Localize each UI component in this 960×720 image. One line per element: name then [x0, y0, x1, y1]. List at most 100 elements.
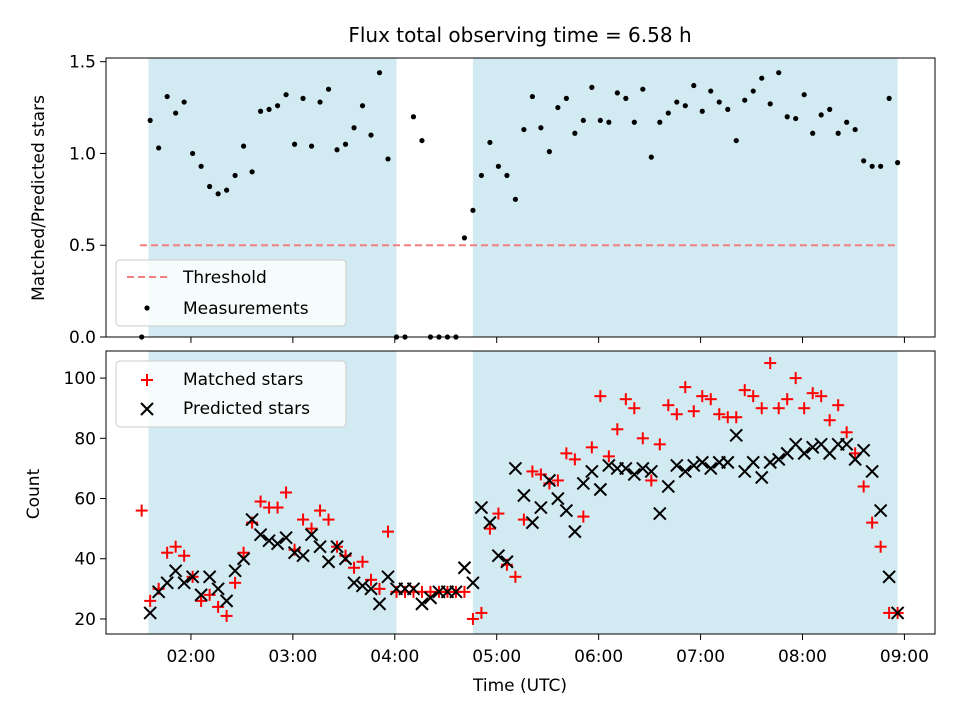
predicted-star-point	[194, 588, 208, 602]
y-tick-label: 1.0	[69, 144, 96, 164]
matched-star-point	[381, 525, 394, 538]
predicted-star-point	[755, 470, 769, 485]
matched-star-point	[271, 501, 284, 514]
measurement-point	[385, 156, 391, 162]
matched-star-point	[509, 570, 522, 583]
predicted-star-mark	[279, 530, 293, 545]
matched-star-point	[373, 582, 386, 595]
matched-star-point	[322, 513, 335, 526]
measurement-point	[886, 95, 892, 101]
measurement-point	[283, 92, 289, 98]
matched-star-point	[212, 600, 225, 613]
predicted-star-mark	[627, 467, 642, 482]
predicted-star-mark	[644, 464, 659, 479]
predicted-star-mark	[636, 461, 650, 476]
predicted-star-point	[287, 546, 302, 560]
measurement-point	[317, 99, 323, 105]
measurement-point	[589, 84, 595, 90]
predicted-star-mark	[593, 482, 608, 497]
measurement-point	[147, 117, 153, 124]
predicted-star-mark	[585, 464, 599, 479]
matched-star-point	[161, 546, 174, 559]
predicted-star-point	[763, 455, 777, 470]
predicted-star-point	[321, 555, 336, 569]
predicted-star-point	[559, 503, 574, 518]
measurement-point	[351, 125, 357, 131]
matched-star-point	[169, 540, 182, 553]
measurement-point	[810, 130, 816, 136]
matched-star-point	[594, 390, 607, 403]
predicted-star-point	[661, 479, 676, 494]
predicted-star-mark	[508, 461, 523, 476]
measurement-point	[878, 163, 884, 169]
y-tick-label: 0.0	[69, 328, 96, 348]
matched-star-point	[458, 585, 471, 598]
predicted-star-point	[721, 455, 735, 470]
predicted-star-point	[423, 591, 438, 605]
predicted-star-point	[517, 488, 531, 503]
x-tick-label: 09:00	[880, 647, 929, 667]
matched-star-point	[585, 441, 598, 454]
observing-window	[472, 58, 898, 337]
x-tick-label: 02:00	[166, 647, 215, 667]
matched-star-point	[798, 402, 811, 415]
measurement-point	[181, 99, 187, 105]
predicted-star-point	[279, 530, 293, 545]
measurement-point	[376, 70, 383, 76]
measurement-point	[852, 126, 858, 133]
predicted-star-point	[525, 515, 540, 530]
predicted-star-mark	[304, 527, 319, 542]
predicted-star-mark	[262, 533, 276, 548]
measurement-point	[342, 141, 349, 147]
predicted-star-point	[636, 461, 650, 476]
predicted-star-mark	[355, 579, 370, 593]
predicted-star-point	[270, 536, 285, 551]
measurement-point	[521, 126, 527, 133]
predicted-star-mark	[381, 570, 395, 584]
measurement-point	[793, 115, 799, 122]
predicted-star-mark	[661, 479, 676, 494]
predicted-star-mark	[236, 552, 251, 566]
predicted-star-point	[381, 570, 395, 584]
predicted-star-mark	[678, 464, 692, 479]
predicted-star-point	[653, 506, 667, 521]
measurement-point	[410, 114, 417, 120]
measurement-points	[139, 70, 901, 340]
ratio-y-axis-label: Matched/Predicted stars	[29, 95, 49, 301]
predicted-star-mark	[856, 443, 871, 458]
predicted-star-point	[160, 576, 174, 590]
matched-star-point	[730, 411, 743, 424]
measurement-point	[546, 149, 552, 155]
matched-star-point	[314, 504, 327, 517]
measurement-point	[844, 119, 850, 125]
measurement-point	[657, 119, 663, 125]
predicted-star-mark	[729, 428, 743, 443]
time-x-axis-label: Time (UTC)	[472, 676, 567, 696]
x-tick-label: 07:00	[676, 647, 725, 667]
measurement-point	[529, 93, 535, 100]
y-tick-label: 100	[64, 369, 96, 389]
matched-star-point	[662, 399, 675, 412]
predicted-star-mark	[160, 576, 174, 590]
measurement-point	[512, 196, 519, 202]
predicted-star-mark	[143, 606, 157, 620]
measurement-point	[232, 172, 238, 179]
matched-star-point	[747, 390, 760, 403]
measurement-point	[555, 104, 561, 111]
predicted-star-point	[338, 552, 353, 566]
predicted-star-mark	[194, 588, 208, 602]
predicted-star-point	[542, 473, 557, 488]
matched-star-point	[229, 576, 242, 589]
measurement-point	[538, 125, 544, 131]
predicted-star-mark	[542, 473, 557, 488]
count-points	[135, 357, 905, 625]
matched-star-point	[679, 381, 692, 394]
matched-star-point	[874, 540, 887, 553]
measurement-point	[665, 110, 671, 116]
predicted-star-point	[890, 606, 905, 620]
matched-star-point	[365, 573, 378, 586]
predicted-star-mark	[882, 570, 896, 584]
legend-measurements-label: Measurements	[183, 299, 309, 319]
predicted-star-point	[415, 597, 429, 611]
measurement-point	[470, 207, 476, 213]
